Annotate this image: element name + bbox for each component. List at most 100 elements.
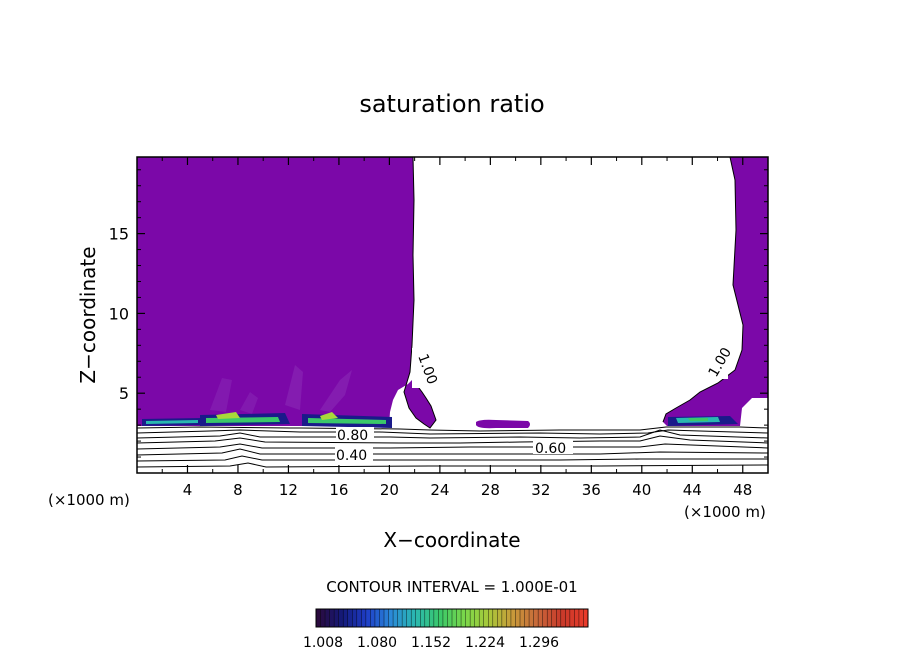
colorbar-frame [315, 608, 589, 628]
label-bg [336, 427, 374, 441]
contour-line [137, 448, 768, 456]
x-tick-label: 28 [481, 481, 500, 499]
colorbar-tick-label: 1.152 [411, 635, 451, 651]
colorbar-swatch [483, 609, 489, 627]
colorbar-swatch [510, 609, 516, 627]
colorbar-swatch [569, 609, 575, 627]
colorbar-swatch [488, 609, 494, 627]
y-tick-label: 5 [119, 384, 129, 403]
colorbar-swatch [374, 609, 380, 627]
x-tick-label: 48 [733, 481, 752, 499]
x-axis: 4 8 12 16 20 24 28 32 36 40 44 48 [161, 157, 752, 499]
colorbar-swatch [397, 609, 403, 627]
saturated-puff-left [137, 406, 152, 422]
colorbar-swatch [415, 609, 421, 627]
chart-title: saturation ratio [359, 90, 544, 118]
x-tick-label: 40 [632, 481, 651, 499]
colorbar-swatch [424, 609, 430, 627]
x-tick-label: 36 [582, 481, 601, 499]
colorbar-swatch [533, 609, 539, 627]
colorbar-swatch [465, 609, 471, 627]
x-tick-label: 4 [183, 481, 193, 499]
saturated-region-left [137, 157, 436, 428]
colorbar-swatch [370, 609, 376, 627]
colorbar-swatch [365, 609, 371, 627]
colorbar-swatch [529, 609, 534, 627]
label-bg [708, 345, 728, 379]
colorbar-swatch [393, 609, 398, 627]
contour-label: 0.60 [535, 441, 566, 457]
colorbar-swatch [316, 609, 321, 627]
colorbar-swatch [492, 609, 498, 627]
contour-label: 0.80 [337, 428, 368, 444]
supersaturation-band [142, 412, 738, 428]
colorbar-swatch [583, 609, 589, 627]
colorbar-swatch [520, 609, 525, 627]
colorbar-swatch [456, 609, 462, 627]
colorbar-swatch [438, 609, 444, 627]
contour-line [137, 462, 768, 468]
y-axis: 5 10 15 [109, 169, 768, 458]
colorbar-swatch [338, 609, 344, 627]
x-tick-label: 24 [430, 481, 449, 499]
colorbar-tick-label: 1.080 [357, 635, 397, 651]
shading-streak [210, 378, 232, 412]
x-tick-label: 32 [531, 481, 550, 499]
contour-interval: CONTOUR INTERVAL = 1.000E-01 [326, 578, 577, 596]
colorbar-swatch [447, 609, 453, 627]
colorbar-swatch [515, 609, 521, 627]
colorbar-swatch [470, 609, 475, 627]
colorbar-swatch [433, 609, 439, 627]
colorbar-swatch [574, 609, 580, 627]
colorbar-swatch [547, 609, 553, 627]
colorbar-swatch [325, 609, 330, 627]
colorbar-tick-label: 1.008 [303, 635, 343, 651]
colorbar-swatch [565, 609, 571, 627]
colorbar-tick-label: 1.296 [519, 635, 559, 651]
colorbar-swatch [356, 609, 362, 627]
shading-streak [285, 365, 303, 410]
x-axis-label: X−coordinate [383, 528, 520, 552]
colorbar-swatch [461, 609, 466, 627]
colorbar-swatch [542, 609, 548, 627]
colorbar-tick-label: 1.224 [465, 635, 505, 651]
colorbar-labels: 1.008 1.080 1.152 1.224 1.296 [303, 635, 559, 651]
colorbar-swatch [501, 609, 507, 627]
label-bg [533, 440, 573, 454]
x-tick-label: 8 [233, 481, 243, 499]
colorbar-swatch [452, 609, 457, 627]
saturation-contours [403, 157, 744, 429]
colorbar-swatch [384, 609, 389, 627]
colorbar-swatch [442, 609, 448, 627]
contour-line [137, 443, 768, 450]
colorbar-swatch [329, 609, 335, 627]
contour-lines [137, 426, 768, 468]
x-tick-label: 44 [683, 481, 702, 499]
colorbar-swatch [361, 609, 367, 627]
colorbar-swatch [388, 609, 394, 627]
saturated-puff-mid [476, 419, 530, 429]
colorbar-swatch [497, 609, 503, 627]
colorbar-swatch [506, 609, 512, 627]
colorbar-swatch [524, 609, 530, 627]
colorbar-swatch [352, 609, 358, 627]
plot-frame [136, 156, 769, 474]
x-tick-label: 20 [380, 481, 399, 499]
label-bg [412, 348, 426, 388]
colorbar-swatch [411, 609, 417, 627]
colorbar-swatch [420, 609, 426, 627]
x-unit-left: (×1000 m) [48, 491, 130, 509]
colorbar-swatch [551, 609, 557, 627]
y-axis-label: Z−coordinate [76, 246, 100, 383]
colorbar-swatch [538, 609, 543, 627]
contour-line [137, 429, 768, 435]
colorbar-swatch [429, 609, 435, 627]
colorbar-swatch [479, 609, 485, 627]
colorbar-swatch [379, 609, 385, 627]
label-bg [335, 447, 373, 461]
x-unit-right: (×1000 m) [684, 503, 766, 521]
contour-line [137, 426, 768, 432]
colorbar-swatch [402, 609, 407, 627]
colorbar-swatch [578, 609, 584, 627]
